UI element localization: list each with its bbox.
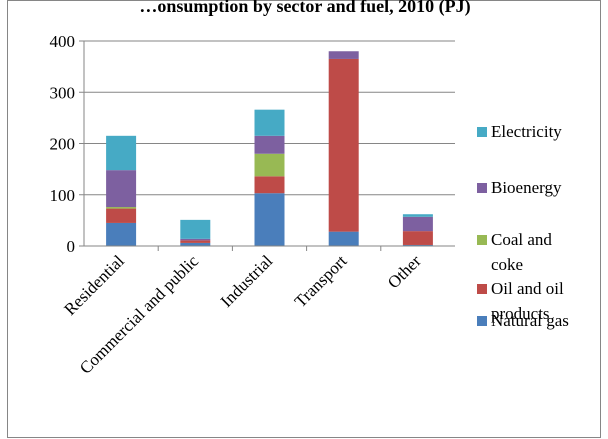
bar-segment	[402, 231, 433, 245]
bar-segment	[254, 109, 285, 136]
bar-segment	[254, 135, 285, 154]
legend-label: products	[491, 304, 550, 323]
legend-label: Electricity	[491, 122, 562, 141]
bar-segment	[106, 208, 137, 223]
bar-segment	[402, 214, 433, 217]
legend-swatch	[477, 183, 487, 193]
x-category-label: Other	[384, 251, 425, 292]
axes	[83, 41, 455, 247]
legend-swatch	[477, 127, 487, 137]
bar-segment	[402, 244, 433, 246]
legend-swatch	[477, 235, 487, 245]
legend-label: Oil and oil	[491, 279, 564, 298]
x-category-label: Industrial	[217, 251, 277, 311]
bar-segment	[328, 231, 359, 246]
chart-border	[7, 0, 601, 438]
y-tick-label: 200	[50, 135, 76, 154]
y-tick-labels: 0 100 200 300 400	[50, 32, 76, 256]
bar-segment	[254, 176, 285, 194]
y-tick-label: 400	[50, 32, 76, 51]
x-category-label: Transport	[291, 251, 351, 311]
y-tick-label: 100	[50, 186, 76, 205]
legend-label: Coal and	[491, 230, 552, 249]
legend-label: Natural gas	[491, 311, 569, 330]
legend-swatch	[477, 284, 487, 294]
bars	[106, 51, 433, 246]
legend-label: coke	[491, 255, 523, 274]
bar-segment	[180, 240, 211, 243]
y-tick-label: 0	[67, 237, 76, 256]
bar-segment	[402, 216, 433, 232]
bar-segment	[180, 238, 211, 241]
x-category-label: Residential	[60, 251, 128, 319]
bar-segment	[106, 222, 137, 246]
bar-segment	[254, 153, 285, 177]
bar-segment	[254, 193, 285, 246]
bar-segment	[328, 58, 359, 232]
bar-segment	[106, 135, 137, 171]
chart-title: …onsumption by sector and fuel, 2010 (PJ…	[139, 0, 470, 17]
legend: Electricity Bioenergy Coal and coke Oil and …	[477, 122, 569, 330]
bar-segment	[106, 207, 137, 209]
bar-segment	[180, 242, 211, 246]
bar-segment	[180, 219, 211, 239]
y-tick-label: 300	[50, 83, 76, 102]
bar-segment	[106, 170, 137, 208]
bar-segment	[328, 51, 359, 59]
legend-swatch	[477, 316, 487, 326]
legend-label: Bioenergy	[491, 178, 562, 197]
grid-lines	[79, 40, 455, 251]
